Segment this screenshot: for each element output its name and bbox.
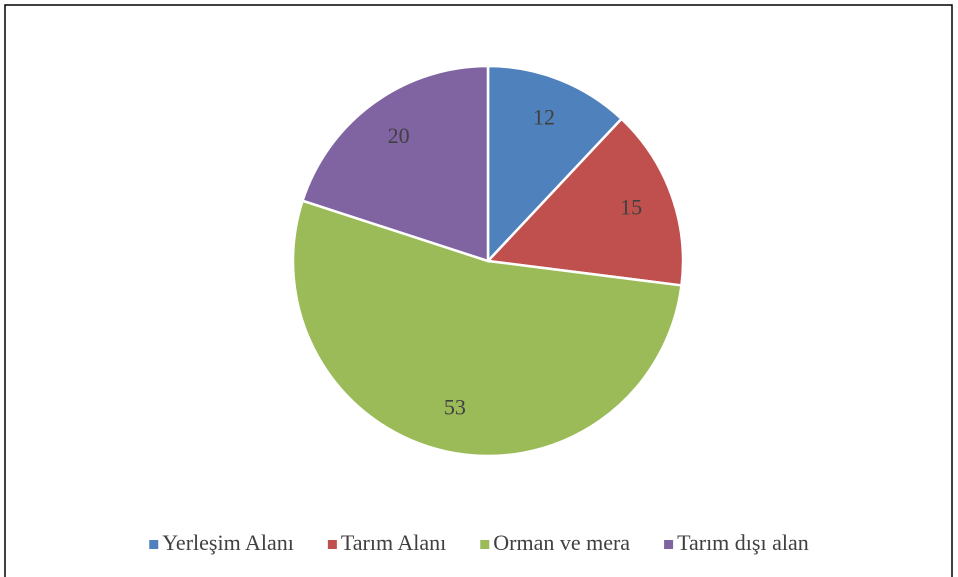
pie-slice [485, 117, 685, 287]
legend-marker [480, 540, 490, 549]
legend-marker [149, 540, 159, 549]
legend-label: Tarım Alanı [341, 530, 446, 555]
legend-label: Orman ve mera [493, 530, 630, 555]
legend-label: Tarım dışı alan [677, 530, 809, 555]
pie-slice [486, 64, 624, 265]
legend-label: Yerleşim Alanı [162, 530, 294, 555]
data-label: 53 [444, 394, 466, 419]
pie-slice [291, 199, 683, 458]
data-label: 12 [533, 105, 555, 130]
pie-slice [300, 64, 490, 263]
legend-marker [664, 540, 674, 549]
data-label: 20 [388, 123, 410, 148]
data-label: 15 [620, 195, 642, 220]
legend-marker [327, 540, 337, 549]
